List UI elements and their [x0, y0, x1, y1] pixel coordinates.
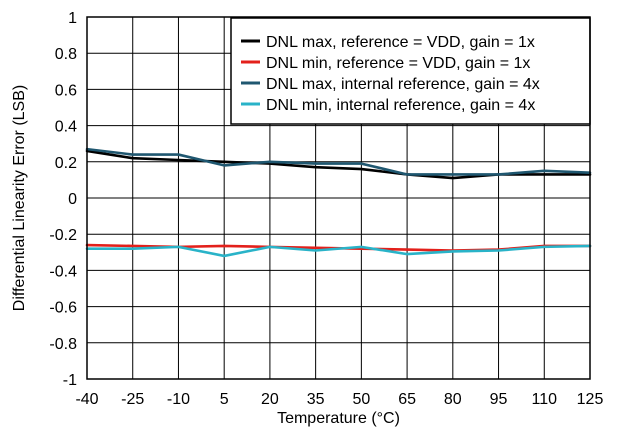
series-line	[85, 244, 592, 258]
y-tick-label: 0	[68, 191, 77, 208]
series-line	[85, 147, 592, 176]
tick-labels: -40 -25 -10 5 20 35 50 65 80 95 110 125 -1 -0.8 -0.6 -0…	[49, 10, 603, 408]
x-tick-label: -40	[75, 391, 98, 408]
legend-label: DNL max, reference = VDD, gain = 1x	[266, 34, 535, 51]
x-tick-label: 20	[261, 391, 279, 408]
y-tick-label: 0.8	[55, 46, 77, 63]
x-tick-label: -10	[167, 391, 190, 408]
y-tick-label: -1	[63, 372, 77, 389]
y-tick-label: 0.4	[55, 119, 77, 136]
legend-box	[230, 17, 591, 125]
x-tick-label: 65	[398, 391, 416, 408]
y-tick-label: 1	[68, 10, 77, 27]
y-tick-label: 0.2	[55, 155, 77, 172]
legend-entry: DNL max, internal reference, gain = 4x	[241, 76, 540, 93]
x-tick-label: 110	[532, 391, 558, 408]
plot-border	[86, 16, 591, 380]
x-tick-label: 95	[490, 391, 508, 408]
y-axis-title: Differential Linearity Error (LSB)	[11, 85, 28, 311]
x-tick-label: 5	[220, 391, 229, 408]
legend-entry: DNL min, internal reference, gain = 4x	[241, 97, 535, 114]
x-tick-label: 125	[577, 391, 604, 408]
y-tick-label: -0.6	[49, 300, 77, 317]
y-tick-label: -0.2	[49, 227, 77, 244]
legend-label: DNL max, internal reference, gain = 4x	[266, 76, 540, 93]
series-lines	[85, 147, 592, 258]
x-axis-title: Temperature (°C)	[277, 410, 400, 427]
legend: DNL max, reference = VDD, gain = 1x DNL m…	[230, 17, 591, 125]
legend-entry: DNL max, reference = VDD, gain = 1x	[241, 34, 535, 51]
x-tick-label: -25	[121, 391, 144, 408]
x-tick-label: 35	[307, 391, 325, 408]
y-tick-label: -0.4	[49, 263, 77, 280]
x-tick-label: 50	[352, 391, 370, 408]
legend-entry: DNL min, reference = VDD, gain = 1x	[241, 55, 530, 72]
x-tick-label: 80	[444, 391, 462, 408]
y-tick-label: 0.6	[55, 82, 77, 99]
legend-label: DNL min, reference = VDD, gain = 1x	[266, 55, 530, 72]
legend-label: DNL min, internal reference, gain = 4x	[266, 97, 535, 114]
y-tick-label: -0.8	[49, 336, 77, 353]
